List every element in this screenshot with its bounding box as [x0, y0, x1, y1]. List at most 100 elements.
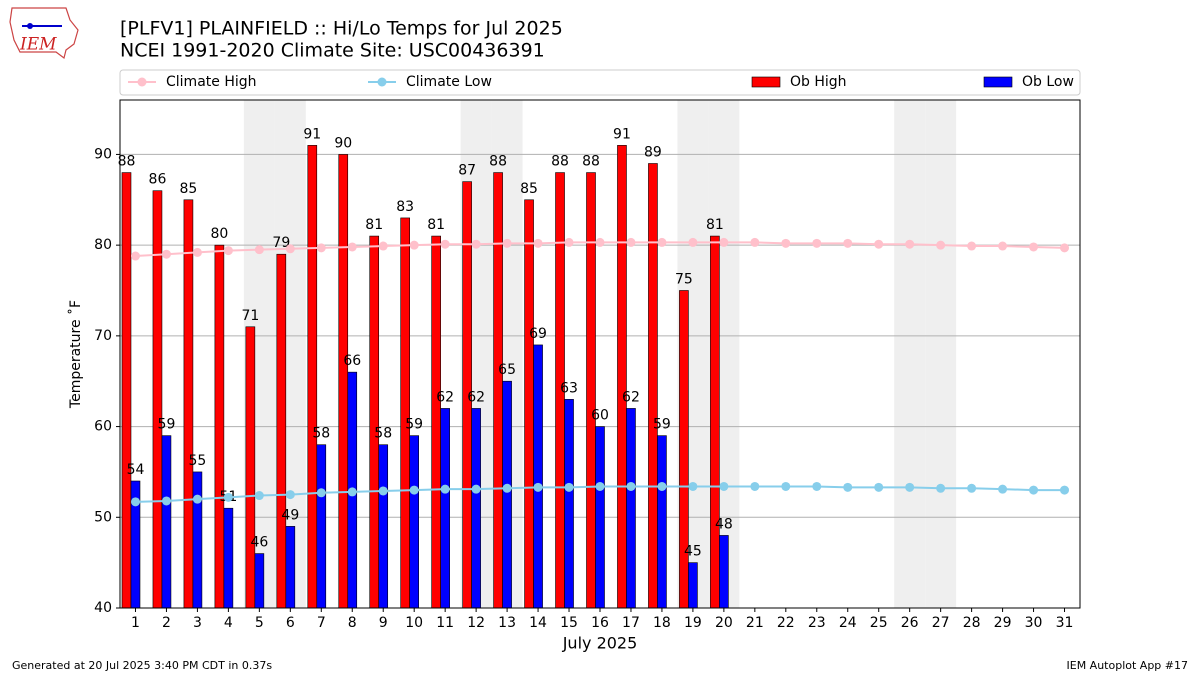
line-marker — [1060, 485, 1070, 495]
bar-value-label: 88 — [118, 154, 136, 170]
line-marker — [1060, 243, 1070, 253]
chart-subtitle: NCEI 1991-2020 Climate Site: USC00436391 — [120, 40, 545, 62]
x-tick-label: 17 — [622, 615, 640, 631]
bar — [369, 235, 380, 609]
bar — [502, 380, 512, 609]
chart-title: [PLFV1] PLAINFIELD :: Hi/Lo Temps for Ju… — [120, 18, 563, 40]
line-marker — [688, 237, 698, 247]
bar-value-label: 66 — [343, 353, 361, 369]
bar — [400, 217, 410, 609]
bar-value-label: 62 — [467, 389, 485, 405]
bar — [378, 444, 389, 609]
bar-value-label: 85 — [180, 181, 198, 197]
bar — [564, 399, 574, 609]
line-marker — [812, 238, 822, 248]
x-tick-label: 19 — [684, 615, 702, 631]
line-marker — [409, 485, 419, 495]
line-marker — [1029, 242, 1039, 252]
weekend-shade — [894, 100, 926, 608]
y-tick-label: 60 — [94, 419, 112, 435]
line-marker — [502, 483, 512, 493]
bar-value-label: 62 — [622, 389, 640, 405]
x-tick-label: 4 — [224, 615, 233, 631]
bar — [471, 408, 481, 609]
line-marker — [192, 247, 202, 257]
line-marker — [719, 481, 729, 491]
x-tick-label: 7 — [317, 615, 326, 631]
bar-value-label: 88 — [582, 154, 600, 170]
bar — [679, 290, 689, 609]
bar-value-label: 89 — [644, 145, 662, 161]
line-marker — [750, 481, 760, 491]
bar-value-label: 88 — [551, 154, 569, 170]
line-marker — [564, 237, 574, 247]
line-marker — [626, 481, 636, 491]
line-marker — [223, 492, 233, 502]
bar — [626, 408, 636, 609]
bar-value-label: 60 — [591, 408, 609, 424]
line-marker — [347, 242, 357, 252]
bar-value-label: 62 — [436, 389, 454, 405]
line-marker — [440, 484, 450, 494]
y-tick-label: 80 — [94, 237, 112, 253]
bar-value-label: 54 — [127, 462, 145, 478]
x-tick-label: 16 — [591, 615, 609, 631]
bar — [183, 199, 194, 609]
x-tick-label: 24 — [839, 615, 857, 631]
line-marker — [471, 239, 481, 249]
line-marker — [812, 481, 822, 491]
bar — [307, 145, 318, 609]
bar-value-label: 83 — [396, 199, 414, 215]
line-marker — [781, 238, 791, 248]
x-tick-label: 15 — [560, 615, 578, 631]
y-tick-label: 90 — [94, 146, 112, 162]
x-tick-label: 20 — [715, 615, 733, 631]
line-marker — [285, 244, 295, 254]
line-marker — [967, 241, 977, 251]
bar-value-label: 75 — [675, 272, 693, 288]
bar-value-label: 48 — [715, 516, 733, 532]
x-tick-label: 26 — [901, 615, 919, 631]
bar-value-label: 69 — [529, 326, 547, 342]
legend-label: Climate Low — [406, 74, 492, 90]
line-marker — [192, 494, 202, 504]
bar — [586, 172, 596, 609]
bar-value-label: 59 — [158, 417, 176, 433]
bar — [657, 435, 667, 609]
x-tick-label: 5 — [255, 615, 264, 631]
legend-swatch — [751, 76, 781, 88]
bar — [245, 326, 256, 609]
line-marker — [657, 237, 667, 247]
line-marker — [316, 488, 326, 498]
bar-value-label: 91 — [303, 126, 321, 142]
bar — [595, 426, 605, 609]
bar — [648, 163, 658, 609]
plot-frame — [119, 99, 1081, 609]
bar — [316, 444, 327, 609]
line-marker — [1029, 485, 1039, 495]
line-marker — [440, 239, 450, 249]
bar — [254, 553, 265, 609]
line-marker — [626, 237, 636, 247]
x-tick-label: 21 — [746, 615, 764, 631]
line-marker — [657, 481, 667, 491]
bar-value-label: 86 — [149, 172, 167, 188]
bar-value-label: 87 — [458, 163, 476, 179]
footer-left: Generated at 20 Jul 2025 3:40 PM CDT in … — [12, 659, 272, 672]
bar — [688, 562, 698, 609]
bar-value-label: 59 — [653, 417, 671, 433]
bar-value-label: 49 — [281, 507, 299, 523]
x-tick-label: 13 — [498, 615, 516, 631]
x-tick-label: 6 — [286, 615, 295, 631]
legend-box — [119, 69, 1081, 96]
x-tick-label: 29 — [994, 615, 1012, 631]
bar-value-label: 81 — [427, 217, 445, 233]
bar-value-label: 71 — [241, 308, 259, 324]
line-marker — [688, 481, 698, 491]
y-axis-label: Temperature ˚F — [67, 300, 84, 409]
x-tick-label: 23 — [808, 615, 826, 631]
legend-label: Ob High — [790, 74, 847, 90]
bar-value-label: 91 — [613, 126, 631, 142]
bar — [440, 408, 450, 609]
